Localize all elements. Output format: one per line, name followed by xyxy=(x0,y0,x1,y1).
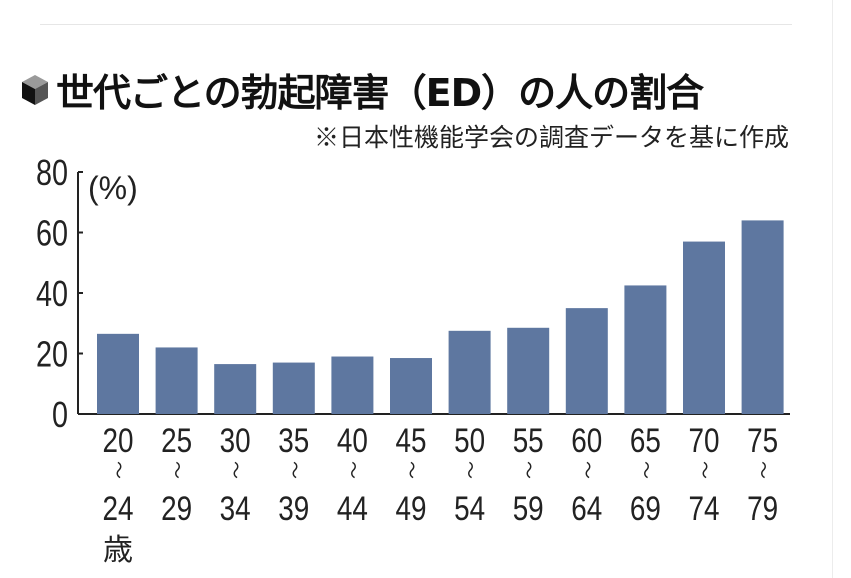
x-tick-range-mark: ～ xyxy=(577,461,597,479)
x-tick-label-from: 60 xyxy=(571,421,602,459)
bar-45-49 xyxy=(390,358,432,414)
y-tick-label: 80 xyxy=(36,152,68,193)
x-tick-label-to: 74 xyxy=(688,489,719,527)
top-divider xyxy=(40,24,792,25)
x-tick-label-from: 70 xyxy=(688,421,719,459)
x-tick-range-mark: ～ xyxy=(753,461,773,479)
bar-55-59 xyxy=(507,327,550,414)
x-tick-range-mark: ～ xyxy=(401,461,421,479)
bar-20-24 xyxy=(97,333,139,414)
x-tick-label-to: 44 xyxy=(337,489,368,527)
x-tick-label-to: 69 xyxy=(630,489,661,527)
x-tick-range-mark: ～ xyxy=(460,461,480,479)
x-tick-label-to: 39 xyxy=(278,489,309,527)
bar-75-79 xyxy=(741,220,784,414)
bar-70-74 xyxy=(683,241,725,414)
y-tick-label: 60 xyxy=(36,212,68,253)
x-tick-label-to: 64 xyxy=(571,489,602,527)
x-tick-range-mark: ～ xyxy=(225,461,245,479)
y-tick-label: 20 xyxy=(36,333,68,374)
x-tick-label-from: 65 xyxy=(630,421,661,459)
x-tick-label-to: 59 xyxy=(513,489,544,527)
x-tick-range-mark: ～ xyxy=(167,461,187,479)
x-tick-label-from: 25 xyxy=(161,421,192,459)
x-tick-range-mark: ～ xyxy=(342,461,362,479)
x-tick-label-from: 55 xyxy=(513,421,544,459)
x-tick-label-from: 50 xyxy=(454,421,485,459)
chart-title-row: 世代ごとの勃起障害（ED）の人の割合 xyxy=(20,62,704,117)
bar-25-29 xyxy=(155,347,198,414)
x-tick-label-from: 40 xyxy=(337,421,368,459)
x-tick-range-mark: ～ xyxy=(108,461,128,479)
x-tick-label-from: 75 xyxy=(747,421,778,459)
x-axis-unit-label: 歳 xyxy=(103,533,133,568)
cube-icon xyxy=(22,74,48,105)
bar-65-69 xyxy=(624,285,667,414)
bar-30-34 xyxy=(214,364,257,414)
x-tick-range-mark: ～ xyxy=(518,461,538,479)
bar-60-64 xyxy=(565,308,608,414)
x-tick-label-to: 29 xyxy=(161,489,192,527)
x-tick-label-from: 45 xyxy=(395,421,426,459)
bar-50-54 xyxy=(448,330,491,414)
right-divider xyxy=(832,0,833,578)
x-tick-label-to: 79 xyxy=(747,489,778,527)
x-tick-label-to: 24 xyxy=(102,489,133,527)
x-tick-range-mark: ～ xyxy=(694,461,714,479)
x-tick-label-to: 54 xyxy=(454,489,485,527)
x-tick-range-mark: ～ xyxy=(284,461,304,479)
bar-35-39 xyxy=(272,362,315,414)
y-tick-label: 0 xyxy=(52,394,68,435)
chart-source-note: ※日本性機能学会の調査データを基に作成 xyxy=(313,123,789,152)
x-tick-label-from: 30 xyxy=(220,421,251,459)
x-tick-label-from: 20 xyxy=(102,421,133,459)
x-tick-label-to: 49 xyxy=(395,489,426,527)
y-axis-unit-label: (%) xyxy=(88,170,138,206)
chart-title: 世代ごとの勃起障害（ED）の人の割合 xyxy=(56,71,704,115)
x-tick-range-mark: ～ xyxy=(635,461,655,479)
y-tick-label: 40 xyxy=(36,273,68,314)
x-tick-label-from: 35 xyxy=(278,421,309,459)
bar-40-44 xyxy=(331,356,374,414)
x-tick-label-to: 34 xyxy=(220,489,251,527)
